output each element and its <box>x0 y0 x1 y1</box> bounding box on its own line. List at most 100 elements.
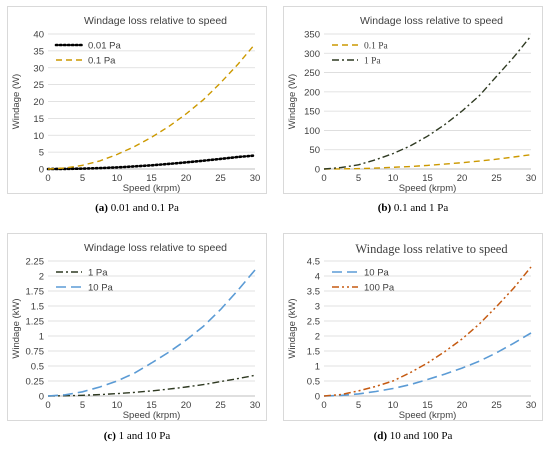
chart-b-ytick-label: 350 <box>304 30 320 41</box>
chart-c-ytick-label: 0 <box>39 392 44 403</box>
caption-c: (c) 1 and 10 Pa <box>7 430 267 442</box>
chart-c-xtick-label: 20 <box>181 400 192 411</box>
chart-a-xtick-label: 20 <box>181 173 192 184</box>
chart-a-series-line-0 <box>46 154 257 171</box>
chart-c-ytick-label: 1 <box>39 332 44 343</box>
chart-d-xtick-label: 15 <box>422 400 433 411</box>
chart-b-xtick-label: 5 <box>356 173 361 184</box>
chart-b-ytick-label: 250 <box>304 68 320 79</box>
chart-d-xtick-label: 0 <box>321 400 326 411</box>
chart-b-xtick-label: 30 <box>526 173 537 184</box>
chart-c-xtick-label: 10 <box>112 400 123 411</box>
chart-d-xtick-label: 30 <box>526 400 537 411</box>
chart-b-ytick-label: 200 <box>304 87 320 98</box>
chart-b-xtick-label: 25 <box>491 173 502 184</box>
chart-a-ytick-label: 0 <box>39 165 44 176</box>
chart-c-legend-label-0: 1 Pa <box>88 268 108 279</box>
caption-d: (d) 10 and 100 Pa <box>283 430 543 442</box>
chart-a-plot: Windage loss relative to speed 0 5 10 15 20 25… <box>11 15 261 193</box>
chart-a-legend-label-1: 0.1 Pa <box>88 56 116 67</box>
chart-b-ylabel: Windage (W) <box>287 74 298 129</box>
caption-b-label: (b) <box>377 202 392 214</box>
chart-a-ytick-label: 10 <box>33 131 44 142</box>
chart-d-xtick-label: 25 <box>491 400 502 411</box>
chart-b-ytick-label: 150 <box>304 107 320 118</box>
chart-b-xtick-label: 20 <box>457 173 468 184</box>
chart-d-ytick-label: 4 <box>315 272 320 283</box>
chart-c-ytick-label: 2.25 <box>26 257 45 268</box>
chart-c-ytick-label: 1.75 <box>26 287 45 298</box>
chart-c-xtick-label: 30 <box>250 400 261 411</box>
chart-d-ytick-label: 3 <box>315 302 320 313</box>
chart-a-series-line-1 <box>47 43 256 170</box>
chart-b-ytick-label: 50 <box>309 145 320 156</box>
chart-a-ylabel: Windage (W) <box>11 74 22 129</box>
chart-d-ytick-label: 2 <box>315 332 320 343</box>
chart-d-series-line-0 <box>323 332 532 397</box>
chart-a-ytick-label: 30 <box>33 63 44 74</box>
chart-d-legend-label-1: 100 Pa <box>364 283 395 294</box>
chart-b-xlabel: Speed (krpm) <box>399 183 457 193</box>
chart-d-xtick-label: 10 <box>388 400 399 411</box>
chart-c-title: Windage loss relative to speed <box>84 242 227 254</box>
chart-a-xtick-label: 15 <box>146 173 157 184</box>
chart-c-ytick-label: 1.25 <box>26 317 45 328</box>
chart-c-ytick-label: 0.75 <box>26 347 45 358</box>
chart-a-xtick-label: 10 <box>112 173 123 184</box>
caption-a-label: (a) <box>95 202 108 214</box>
chart-a-xtick-label: 5 <box>80 173 85 184</box>
chart-a-xtick-label: 25 <box>215 173 226 184</box>
chart-b-ytick-label: 0 <box>315 165 320 176</box>
chart-d-ytick-label: 4.5 <box>307 257 320 268</box>
chart-d-title: Windage loss relative to speed <box>355 242 508 256</box>
chart-a-title: Windage loss relative to speed <box>84 15 227 27</box>
caption-a: (a) 0.01 and 0.1 Pa <box>7 202 267 214</box>
caption-b: (b) 0.1 and 1 Pa <box>283 202 543 214</box>
chart-b-series-line-1 <box>323 35 532 170</box>
chart-c-ytick-label: 0.5 <box>31 362 44 373</box>
chart-d-ytick-label: 3.5 <box>307 287 320 298</box>
chart-c-series-line-0 <box>47 374 256 397</box>
chart-a-ytick-label: 5 <box>39 148 44 159</box>
caption-d-text: 10 and 100 Pa <box>387 430 453 442</box>
chart-a-ytick-label: 35 <box>33 46 44 57</box>
chart-a-ytick-label: 25 <box>33 80 44 91</box>
chart-c-legend-label-1: 10 Pa <box>88 283 114 294</box>
chart-a-xtick-label: 30 <box>250 173 261 184</box>
chart-b-ytick-label: 300 <box>304 49 320 60</box>
chart-d-ytick-label: 1 <box>315 362 320 373</box>
chart-c-xtick-label: 15 <box>146 400 157 411</box>
chart-panel-d: Windage loss relative to speed 0 0.5 1 1.5 2 2… <box>283 233 543 421</box>
caption-a-text: 0.01 and 0.1 Pa <box>107 202 179 214</box>
chart-d-ytick-label: 2.5 <box>307 317 320 328</box>
chart-b-xtick-label: 10 <box>388 173 399 184</box>
chart-b-series-line-0 <box>323 154 532 170</box>
chart-d-xtick-label: 5 <box>356 400 361 411</box>
chart-a-ytick-label: 15 <box>33 114 44 125</box>
chart-d-xlabel: Speed (krpm) <box>399 410 457 420</box>
chart-c-xtick-label: 5 <box>80 400 85 411</box>
chart-d-ytick-label: 1.5 <box>307 347 320 358</box>
chart-c-xlabel: Speed (krpm) <box>123 410 181 420</box>
chart-a-xtick-label: 0 <box>45 173 50 184</box>
caption-b-text: 0.1 and 1 Pa <box>391 202 449 214</box>
chart-b-legend-label-0: 0.1 Pa <box>364 42 389 52</box>
caption-c-text: 1 and 10 Pa <box>115 430 171 442</box>
caption-c-label: (c) <box>103 430 116 442</box>
chart-b-title: Windage loss relative to speed <box>360 15 503 27</box>
chart-a-ytick-label: 40 <box>33 30 44 41</box>
chart-b-legend-label-1: 1 Pa <box>364 57 381 67</box>
chart-b-xtick-label: 0 <box>321 173 326 184</box>
chart-d-ylabel: Windage (kW) <box>287 298 298 358</box>
chart-panel-c: Windage loss relative to speed 0 0.25 0.5 0.… <box>7 233 267 421</box>
chart-b-xtick-label: 15 <box>422 173 433 184</box>
chart-c-xtick-label: 0 <box>45 400 50 411</box>
chart-a-ytick-label: 20 <box>33 97 44 108</box>
chart-c-ylabel: Windage (kW) <box>11 298 22 358</box>
chart-c-series-line-1 <box>47 269 256 397</box>
chart-d-ytick-label: 0 <box>315 392 320 403</box>
chart-d-legend-label-0: 10 Pa <box>364 268 390 279</box>
chart-c-ytick-label: 2 <box>39 272 44 283</box>
chart-b-ytick-label: 100 <box>304 126 320 137</box>
chart-panel-b: Windage loss relative to speed 0 50 100 150 2… <box>283 6 543 194</box>
